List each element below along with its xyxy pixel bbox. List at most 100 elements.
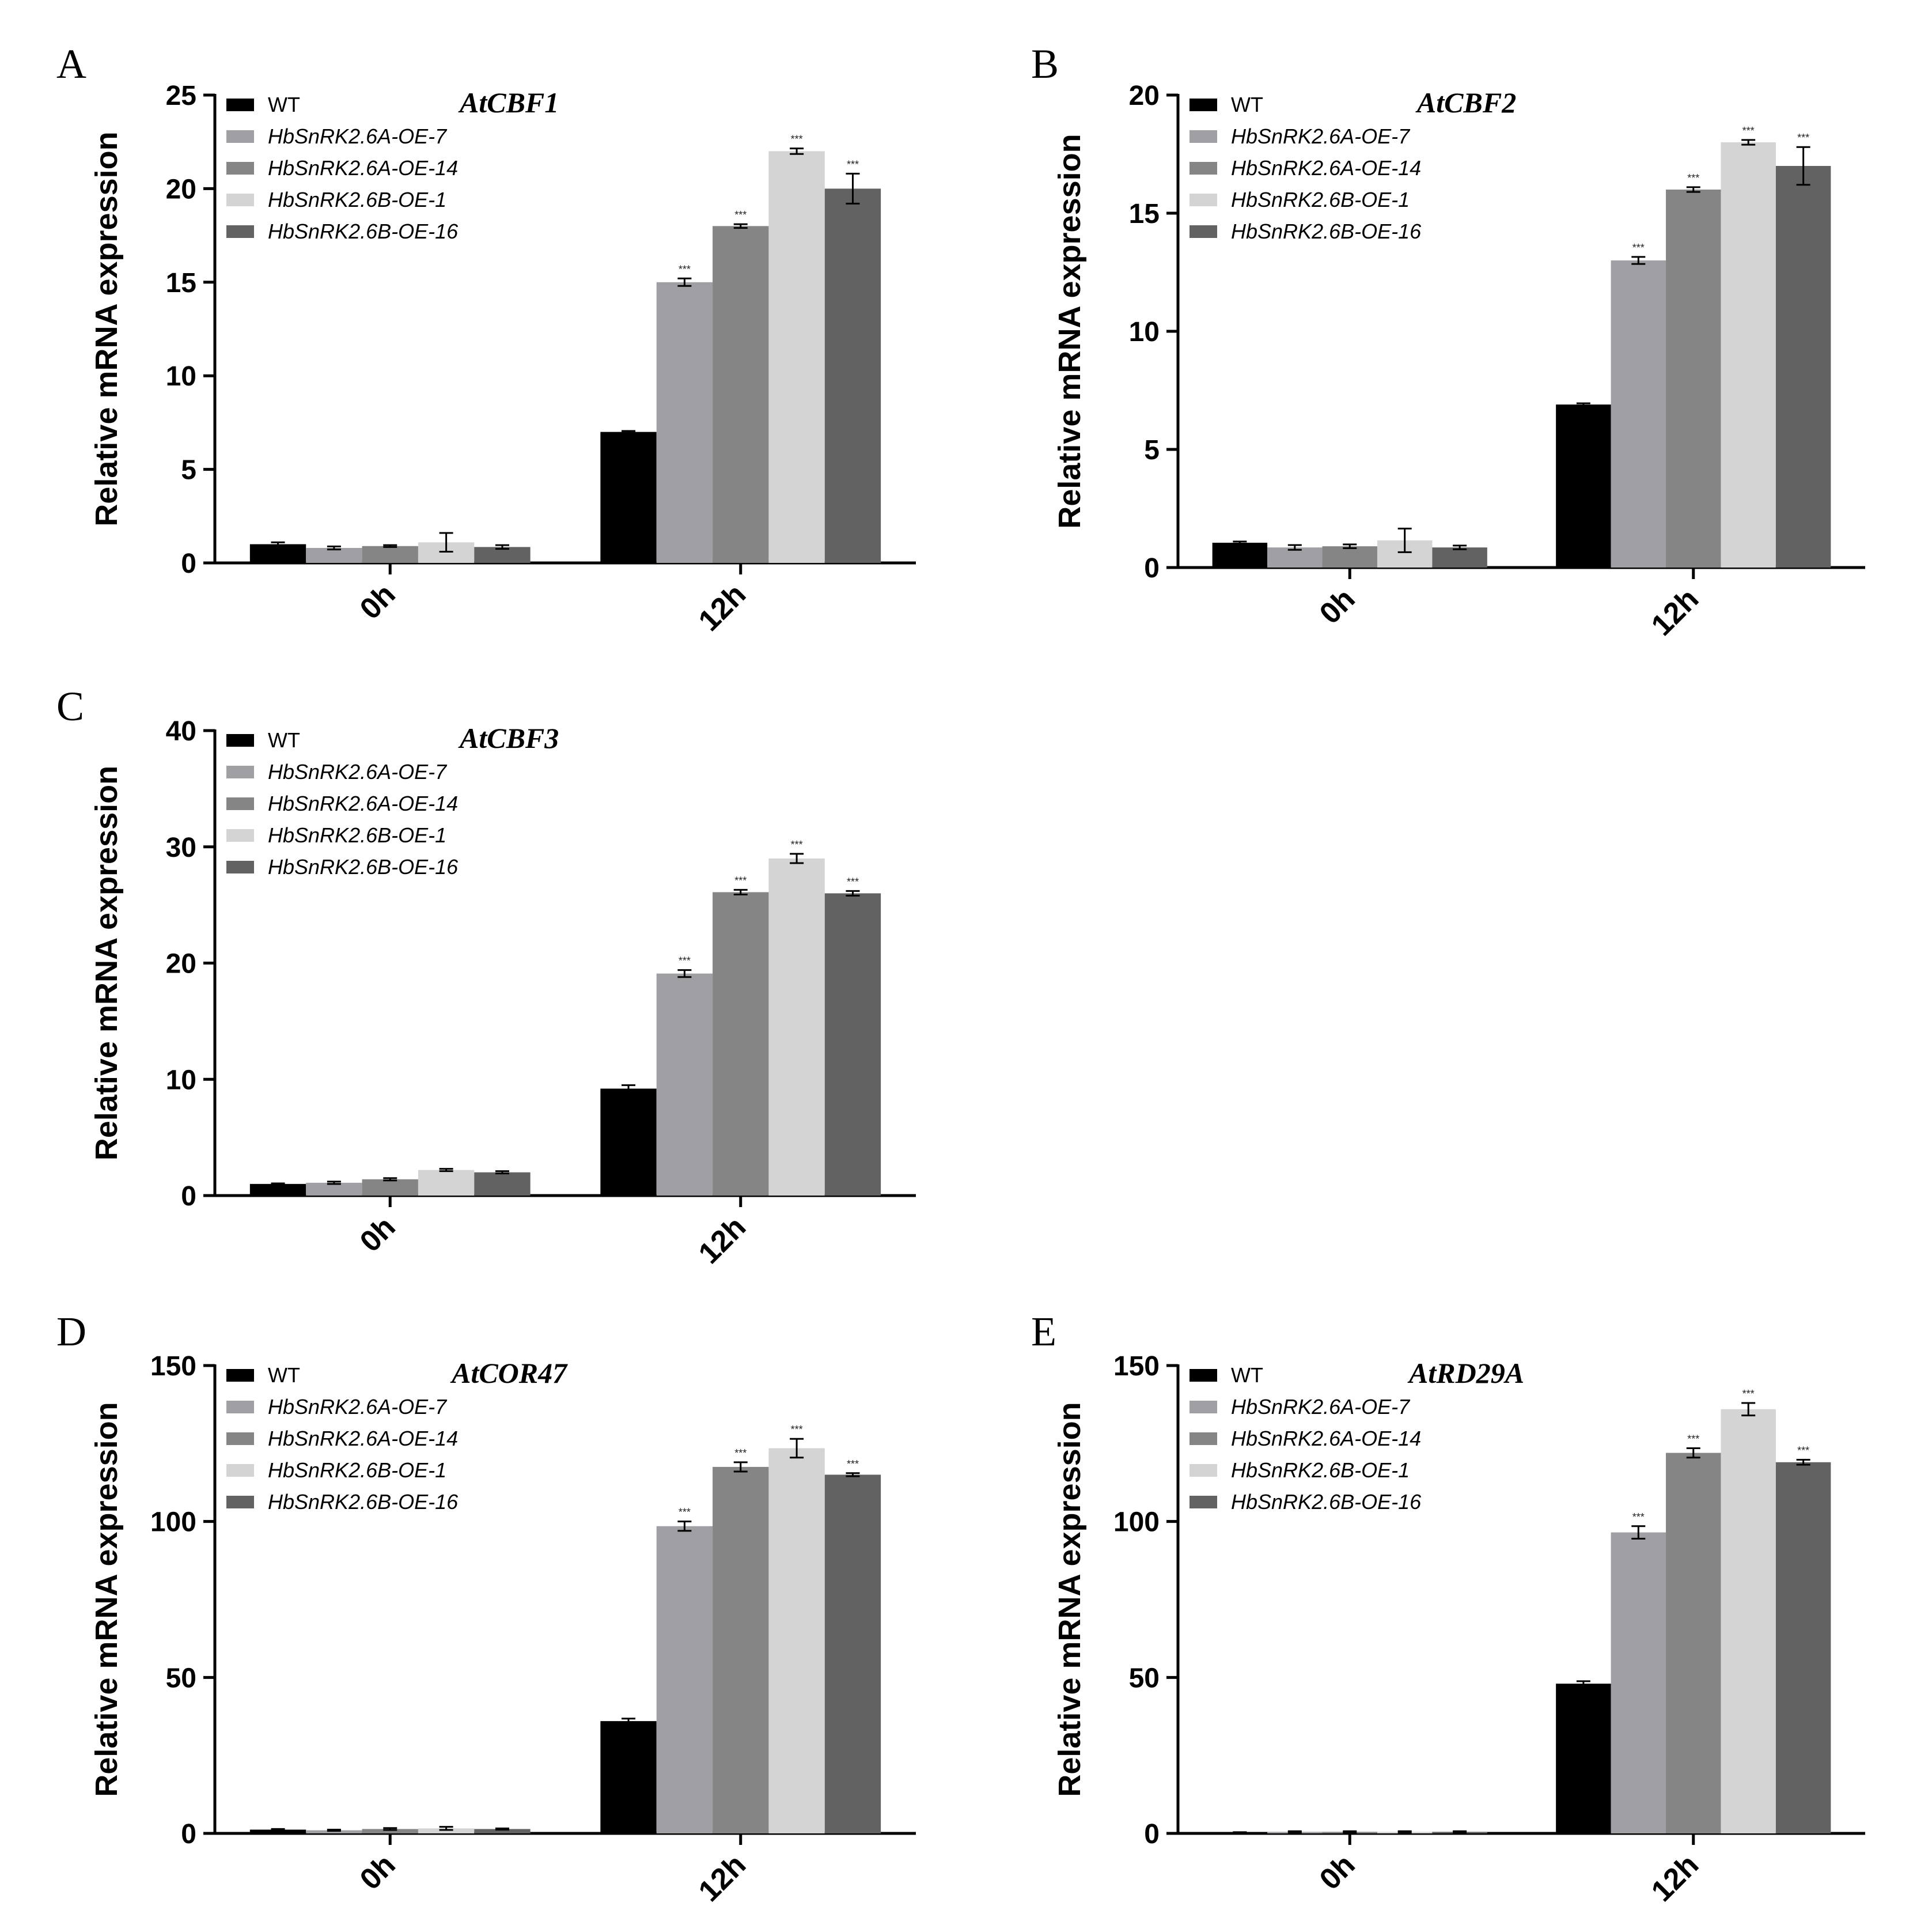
y-tick-label: 150 <box>1113 1351 1160 1382</box>
significance-label: *** <box>734 209 747 221</box>
y-tick-label: 150 <box>150 1351 196 1382</box>
chart-panel-c: C Relative mRNA expression 0 10 20 30 40 0h 12h *… <box>56 683 916 1270</box>
y-tick-label: 40 <box>166 716 196 747</box>
legend-label: HbSnRK2.6A-OE-7 <box>1231 124 1411 148</box>
significance-label: *** <box>734 1447 747 1459</box>
significance-label: *** <box>1742 125 1755 137</box>
bar <box>1212 542 1268 568</box>
bar <box>1322 546 1377 568</box>
bar <box>362 546 418 563</box>
legend-label: HbSnRK2.6B-OE-16 <box>268 855 459 879</box>
y-tick-label: 20 <box>1129 81 1160 111</box>
chart-title: AtCBF1 <box>458 86 559 119</box>
chart-panel-e: E Relative mRNA expression 0 50 100 150 0h 12h *… <box>1031 1308 1865 1908</box>
bar <box>824 1474 881 1833</box>
bar <box>306 548 362 563</box>
y-tick-label: 15 <box>166 268 196 298</box>
legend-swatch <box>226 1401 254 1413</box>
bar <box>768 151 825 563</box>
y-tick-label: 20 <box>166 174 196 205</box>
legend-swatch <box>226 797 254 810</box>
bar <box>474 1172 531 1196</box>
bar <box>249 1829 306 1833</box>
bar <box>768 1448 825 1833</box>
bar <box>713 892 769 1196</box>
y-tick-label: 10 <box>166 1065 196 1095</box>
significance-label: *** <box>679 263 691 275</box>
significance-label: *** <box>847 158 859 170</box>
legend-swatch <box>1189 1496 1217 1508</box>
x-tick-label: 0h <box>354 577 402 626</box>
chart-title: AtCBF3 <box>458 722 559 754</box>
significance-label: *** <box>734 875 747 886</box>
y-axis-label: Relative mRNA expression <box>89 1402 124 1797</box>
legend-swatch <box>1189 1432 1217 1445</box>
chart-title: AtRD29A <box>1407 1357 1524 1389</box>
significance-label: *** <box>1687 172 1699 184</box>
bar <box>656 973 713 1196</box>
bar <box>1666 190 1721 568</box>
bar <box>713 226 769 563</box>
y-axis-label: Relative mRNA expression <box>1052 134 1087 528</box>
chart-title: AtCOR47 <box>450 1357 568 1389</box>
chart-panel-d: D Relative mRNA expression 0 50 100 150 0h 12h *… <box>56 1308 916 1908</box>
legend-label: HbSnRK2.6B-OE-1 <box>268 188 446 211</box>
legend-swatch <box>226 225 254 238</box>
legend-swatch <box>1189 99 1217 111</box>
legend-swatch <box>226 162 254 175</box>
y-tick-label: 30 <box>166 833 196 863</box>
legend-label: WT <box>268 1363 300 1387</box>
y-tick-label: 10 <box>1129 317 1160 347</box>
bar <box>362 1179 418 1196</box>
significance-label: *** <box>847 876 859 887</box>
bar <box>600 1721 657 1833</box>
legend-swatch <box>1189 130 1217 143</box>
panel-letter: A <box>56 41 86 87</box>
y-tick-label: 5 <box>181 455 196 486</box>
legend-swatch <box>226 1464 254 1477</box>
y-tick-label: 15 <box>1129 199 1160 229</box>
x-tick-label: 12h <box>692 1848 752 1908</box>
y-tick-label: 5 <box>1144 435 1160 466</box>
significance-label: *** <box>1742 1388 1755 1400</box>
bar <box>474 1829 531 1833</box>
significance-label: *** <box>1632 1511 1645 1523</box>
significance-label: *** <box>1797 1444 1809 1456</box>
legend-swatch <box>226 1496 254 1508</box>
bar <box>1775 1462 1831 1833</box>
significance-label: *** <box>791 1424 803 1435</box>
y-tick-label: 20 <box>166 949 196 979</box>
y-tick-label: 50 <box>166 1663 196 1693</box>
legend-label: HbSnRK2.6B-OE-1 <box>268 823 446 847</box>
bar <box>362 1829 418 1833</box>
y-tick-label: 0 <box>1144 553 1160 584</box>
y-tick-label: 25 <box>166 81 196 111</box>
y-tick-label: 0 <box>181 1819 196 1850</box>
bar <box>249 544 306 563</box>
significance-label: *** <box>791 839 803 850</box>
chart-title: AtCBF2 <box>1415 86 1516 119</box>
bar <box>1556 1684 1611 1833</box>
bar <box>1611 1532 1666 1833</box>
bar <box>824 893 881 1196</box>
y-tick-label: 50 <box>1129 1663 1160 1693</box>
bar <box>1432 547 1487 568</box>
chart-panel-b: B Relative mRNA expression 0 5 10 15 20 0h 12h **… <box>1031 41 1865 642</box>
bar <box>656 282 713 563</box>
bar <box>418 1828 475 1833</box>
bar <box>713 1466 769 1833</box>
y-tick-label: 0 <box>181 549 196 579</box>
significance-label: *** <box>1632 242 1645 254</box>
x-tick-label: 12h <box>1645 582 1705 642</box>
legend-label: HbSnRK2.6B-OE-1 <box>268 1458 446 1482</box>
x-tick-label: 0h <box>1313 1848 1362 1896</box>
legend-label: HbSnRK2.6B-OE-16 <box>1231 1490 1422 1514</box>
bar <box>1666 1453 1721 1833</box>
bar <box>600 1088 657 1196</box>
legend-label: HbSnRK2.6A-OE-14 <box>1231 156 1421 180</box>
x-tick-label: 12h <box>692 1210 752 1270</box>
significance-label: *** <box>679 955 691 967</box>
panel-letter: D <box>56 1308 86 1355</box>
bar <box>1556 404 1611 568</box>
